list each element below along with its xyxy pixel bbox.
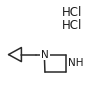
Text: NH: NH <box>68 58 84 68</box>
Text: N: N <box>41 50 49 60</box>
Text: HCl: HCl <box>62 6 82 19</box>
Text: HCl: HCl <box>62 19 82 32</box>
